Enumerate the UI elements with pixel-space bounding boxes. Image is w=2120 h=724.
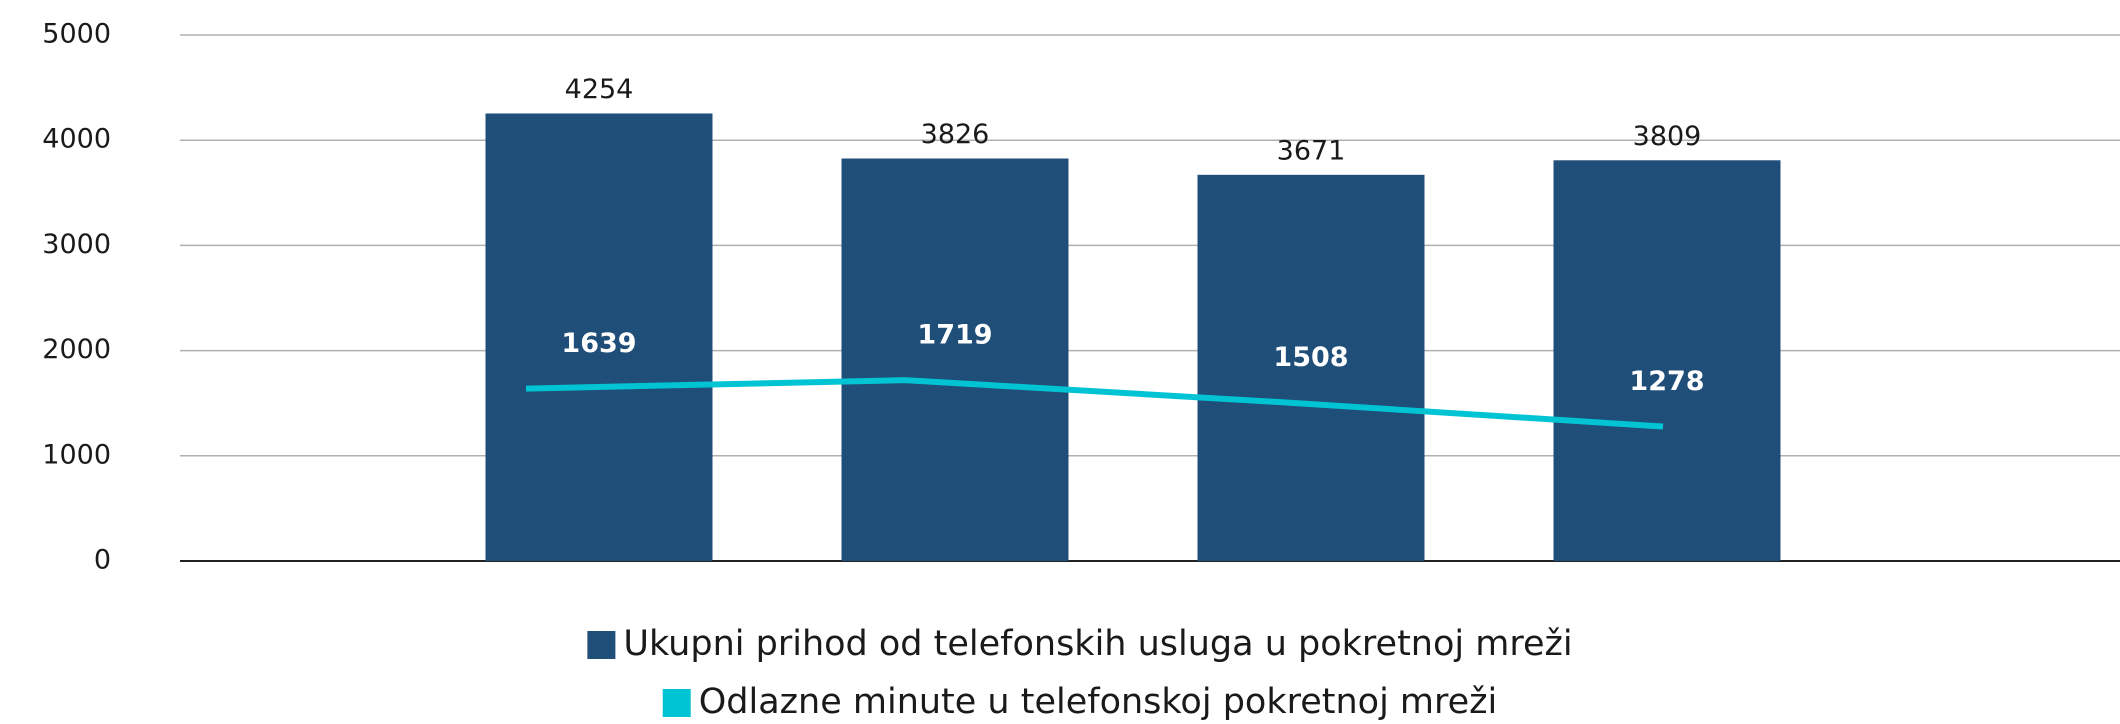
- legend-swatch: [662, 689, 691, 717]
- bar-value-label: 4254: [565, 74, 634, 105]
- bar: [485, 113, 713, 562]
- bar: [1197, 174, 1425, 562]
- y-tick-label: 1000: [42, 439, 111, 470]
- line-value-label: 1278: [1629, 366, 1704, 397]
- bar: [841, 158, 1069, 561]
- y-tick-label: 2000: [42, 334, 111, 365]
- bar-value-label: 3671: [1277, 135, 1346, 166]
- line-value-label: 1639: [561, 328, 636, 359]
- legend-label: Odlazne minute u telefonskoj pokretnoj m…: [699, 682, 1498, 722]
- bar: [1553, 160, 1781, 561]
- line-value-label: 1508: [1273, 342, 1348, 373]
- y-tick-label: 0: [94, 545, 111, 576]
- y-tick-label: 5000: [42, 19, 111, 50]
- bar-value-label: 3826: [921, 119, 990, 150]
- legend-label: Ukupni prihod od telefonskih usluga u po…: [623, 624, 1572, 664]
- bar-value-label: 3809: [1633, 121, 1702, 152]
- legend-swatch: [587, 631, 616, 659]
- y-tick-label: 4000: [42, 124, 111, 155]
- line: [525, 377, 1664, 430]
- line-value-label: 1719: [917, 320, 992, 351]
- y-tick-label: 3000: [42, 229, 111, 260]
